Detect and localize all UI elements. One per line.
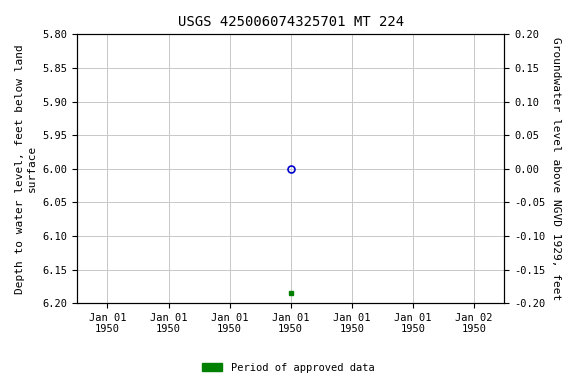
Legend: Period of approved data: Period of approved data: [198, 359, 378, 377]
Title: USGS 425006074325701 MT 224: USGS 425006074325701 MT 224: [177, 15, 404, 29]
Y-axis label: Groundwater level above NGVD 1929, feet: Groundwater level above NGVD 1929, feet: [551, 37, 561, 300]
Y-axis label: Depth to water level, feet below land
surface: Depth to water level, feet below land su…: [15, 44, 37, 294]
